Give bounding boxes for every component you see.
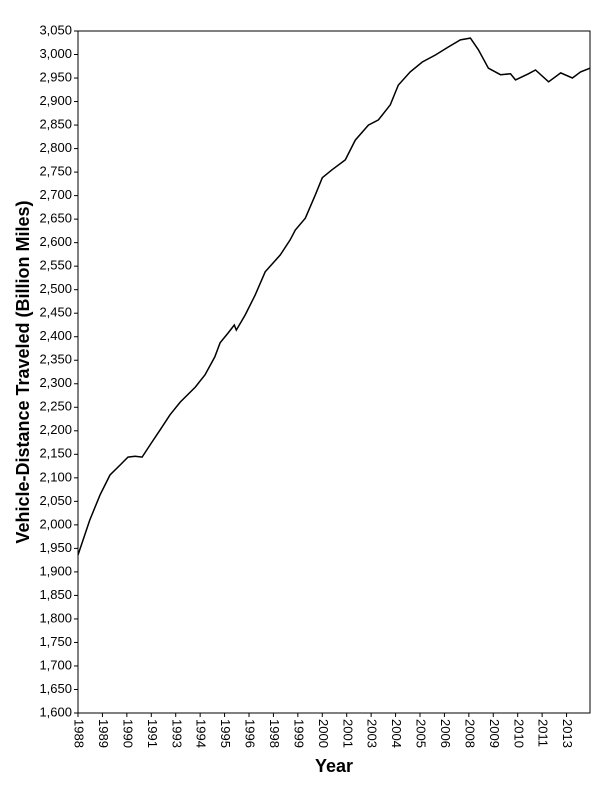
y-tick-label: 2,000 (39, 516, 72, 531)
y-tick-label: 1,650 (39, 681, 72, 696)
y-axis-title: Vehicle-Distance Traveled (Billion Miles… (13, 200, 33, 543)
y-tick-label: 3,050 (39, 22, 72, 37)
x-tick-label: 2013 (560, 719, 575, 748)
x-tick-label: 2009 (487, 719, 502, 748)
y-tick-label: 1,800 (39, 610, 72, 625)
x-tick-label: 1991 (145, 719, 160, 748)
y-tick-label: 2,650 (39, 211, 72, 226)
x-tick-label: 1993 (169, 719, 184, 748)
y-tick-label: 1,750 (39, 634, 72, 649)
y-tick-label: 2,950 (39, 69, 72, 84)
x-tick-label: 2003 (365, 719, 380, 748)
plot-frame (77, 30, 591, 714)
y-tick-label: 3,000 (39, 46, 72, 61)
x-tick-label: 1988 (72, 719, 87, 748)
y-tick-label: 1,600 (39, 704, 72, 719)
data-line (77, 37, 591, 556)
x-tick-label: 2004 (389, 719, 404, 748)
y-tick-label: 2,350 (39, 352, 72, 367)
y-tick-label: 2,600 (39, 234, 72, 249)
y-tick-label: 2,400 (39, 328, 72, 343)
x-axis-title: Year (315, 756, 353, 776)
x-tick-label: 2011 (536, 719, 551, 747)
y-tick-label: 2,200 (39, 422, 72, 437)
x-tick-label: 2006 (438, 719, 453, 748)
y-tick-label: 2,250 (39, 399, 72, 414)
y-tick-label: 1,700 (39, 657, 72, 672)
y-tick-label: 1,850 (39, 587, 72, 602)
y-tick-label: 2,100 (39, 469, 72, 484)
x-tick-label: 2001 (340, 719, 355, 748)
y-tick-label: 2,150 (39, 446, 72, 461)
x-tick-label: 1999 (291, 719, 306, 748)
y-tick-label: 1,950 (39, 540, 72, 555)
y-tick-label: 2,500 (39, 281, 72, 296)
x-tick-label: 2005 (414, 719, 429, 748)
y-tick-label: 2,800 (39, 140, 72, 155)
y-tick-label: 2,050 (39, 493, 72, 508)
y-tick-label: 1,900 (39, 563, 72, 578)
x-tick-label: 1996 (243, 719, 258, 748)
x-tick-label: 1994 (194, 719, 209, 748)
x-tick-label: 1998 (267, 719, 282, 748)
y-tick-label: 2,450 (39, 305, 72, 320)
y-tick-label: 2,550 (39, 258, 72, 273)
y-tick-label: 2,300 (39, 375, 72, 390)
x-tick-label: 1995 (218, 719, 233, 748)
x-tick-label: 1989 (96, 719, 111, 748)
x-tick-label: 2010 (511, 719, 526, 748)
x-tick-label: 2008 (462, 719, 477, 748)
y-tick-label: 2,850 (39, 117, 72, 132)
x-tick-label: 1990 (120, 719, 135, 748)
y-tick-label: 2,900 (39, 93, 72, 108)
y-tick-label: 2,700 (39, 187, 72, 202)
x-tick-label: 2000 (316, 719, 331, 748)
y-tick-label: 2,750 (39, 164, 72, 179)
